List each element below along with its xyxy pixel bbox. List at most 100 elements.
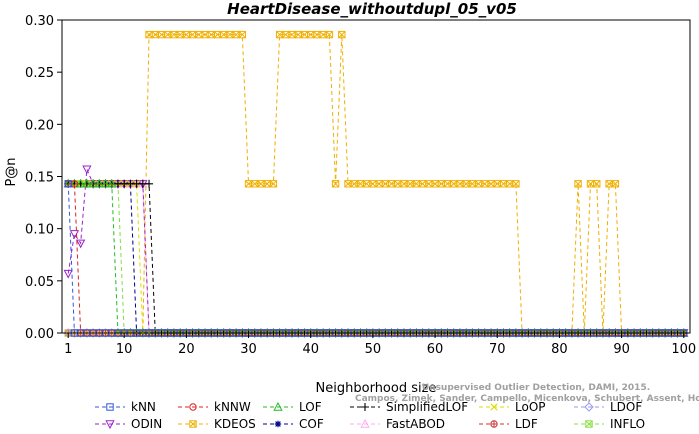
- legend-entry-loop: LoOP: [479, 400, 546, 414]
- data-point-knn: [64, 180, 72, 188]
- legend-entry-lof: LOF: [263, 400, 322, 414]
- data-point-kdeos: [325, 30, 334, 39]
- legend-marker-simplifiedlof: [361, 403, 369, 411]
- legend-marker-knn: [106, 403, 114, 411]
- legend-entry-ldof: LDOF: [574, 400, 642, 414]
- y-tick-label: 0.15: [25, 171, 54, 186]
- series-lof: [63, 178, 689, 337]
- data-point-odin: [82, 165, 92, 175]
- legend-label-kdeos: KDEOS: [214, 417, 256, 431]
- y-tick-label: 0.20: [25, 118, 54, 133]
- x-axis-label: Neighborhood size: [316, 381, 437, 396]
- data-point-lof: [107, 178, 117, 188]
- y-axis-label: P@n: [4, 157, 19, 186]
- series-knnw: [64, 180, 688, 337]
- series-fastabod: [63, 178, 689, 337]
- data-point-kdeos: [201, 30, 209, 39]
- x-tick-label: 80: [551, 342, 568, 357]
- x-tick-label: 100: [671, 342, 696, 357]
- legend-entry-inflo: INFLO: [574, 417, 645, 431]
- legend-label-odin: ODIN: [131, 417, 162, 431]
- series-line-fastabod: [68, 183, 684, 334]
- series-inflo: [64, 180, 688, 337]
- data-point-kdeos: [238, 30, 247, 39]
- data-point-lof: [94, 178, 104, 188]
- series-kdeos: [64, 30, 688, 337]
- legend-label-ldf: LDF: [515, 417, 538, 431]
- axes: 1 10 20 30 40 50 60 70 80 90 100 0.00 0.05 0.10 0.15 0.…: [25, 14, 696, 357]
- legend-marker-odin: [105, 420, 115, 430]
- y-tick-label: 0.05: [25, 275, 54, 290]
- data-point-kdeos: [468, 180, 477, 188]
- legend-marker-lof: [273, 401, 283, 411]
- series-loop: [64, 180, 688, 337]
- x-tick-label: 20: [178, 342, 195, 357]
- x-tick-label: 50: [365, 342, 382, 357]
- x-tick-label: 40: [302, 342, 319, 357]
- series-odin: [63, 165, 689, 339]
- series-cof: [65, 180, 687, 337]
- data-point-simplifiedlof: [145, 179, 154, 188]
- legend-label-cof: COF: [299, 417, 324, 431]
- x-tick-label: 1: [64, 342, 72, 357]
- legend-marker-inflo: [585, 420, 593, 428]
- data-point-kdeos: [394, 180, 402, 188]
- legend-entry-knnw: kNNW: [178, 400, 251, 414]
- series-line-lof: [68, 183, 684, 334]
- legend: kNN kNNW LOF SimplifiedLOF LoOP LDOF ODIN KDEOS…: [95, 400, 645, 431]
- data-point-odin: [76, 239, 86, 249]
- y-tick-label: 0.30: [25, 14, 54, 29]
- series-line-cof: [68, 183, 684, 334]
- data-point-kdeos: [269, 180, 278, 188]
- legend-entry-fastabod: FastABOD: [350, 417, 445, 431]
- legend-label-fastabod: FastABOD: [386, 417, 445, 431]
- data-point-kdeos: [512, 180, 520, 188]
- watermark-line-1: Unsupervised Outlier Detection, DAMI, 20…: [422, 383, 650, 393]
- legend-marker-fastabod: [360, 418, 370, 428]
- series-line-simplifiedlof: [68, 183, 684, 334]
- data-point-kdeos: [381, 180, 390, 188]
- legend-label-knn: kNN: [131, 400, 156, 414]
- series-simplifiedlof: [64, 179, 688, 337]
- series-line-knn: [67, 183, 684, 334]
- data-point-odin: [63, 269, 73, 279]
- data-point-kdeos: [145, 30, 153, 39]
- y-tick-label: 0.25: [25, 66, 54, 81]
- data-point-kdeos: [437, 180, 445, 188]
- y-tick-label: 0.00: [25, 327, 54, 342]
- legend-label-loop: LoOP: [515, 400, 546, 414]
- series-line-inflo: [68, 183, 684, 334]
- data-point-kdeos: [574, 180, 582, 188]
- data-point-lof: [100, 178, 111, 188]
- legend-marker-kdeos: [189, 420, 197, 428]
- legend-label-lof: LOF: [299, 400, 322, 414]
- legend-label-simplifiedlof: SimplifiedLOF: [386, 400, 468, 414]
- legend-label-knnw: kNNW: [214, 400, 251, 414]
- data-point-kdeos: [338, 30, 346, 39]
- legend-entry-knn: kNN: [95, 400, 156, 414]
- legend-marker-knnw: [189, 403, 197, 411]
- plot-frame: [61, 19, 691, 334]
- watermark-line-2: Campos, Zimek, Sander, Campello, Micenko…: [355, 394, 699, 404]
- data-point-kdeos: [493, 180, 501, 188]
- legend-label-inflo: INFLO: [610, 417, 645, 431]
- data-point-kdeos: [593, 180, 601, 188]
- chart-title: HeartDisease_withoutdupl_05_v05: [227, 0, 517, 18]
- series-line-knnw: [68, 183, 684, 334]
- y-tick-label: 0.10: [25, 223, 54, 238]
- legend-marker-ldf: [490, 420, 498, 428]
- legend-entry-kdeos: KDEOS: [178, 417, 256, 431]
- legend-entry-cof: COF: [263, 417, 324, 431]
- data-point-kdeos: [307, 30, 315, 39]
- series-line-loop: [68, 183, 684, 334]
- data-point-lof: [88, 178, 98, 188]
- series-knn: [64, 180, 688, 337]
- x-tick-label: 90: [613, 342, 630, 357]
- legend-entry-odin: ODIN: [95, 417, 162, 431]
- x-tick-label: 60: [427, 342, 444, 357]
- data-point-kdeos: [331, 180, 340, 188]
- legend-marker-ldof: [584, 402, 594, 412]
- legend-marker-loop: [490, 403, 498, 411]
- x-tick-label: 10: [116, 342, 133, 357]
- legend-label-ldof: LDOF: [610, 400, 642, 414]
